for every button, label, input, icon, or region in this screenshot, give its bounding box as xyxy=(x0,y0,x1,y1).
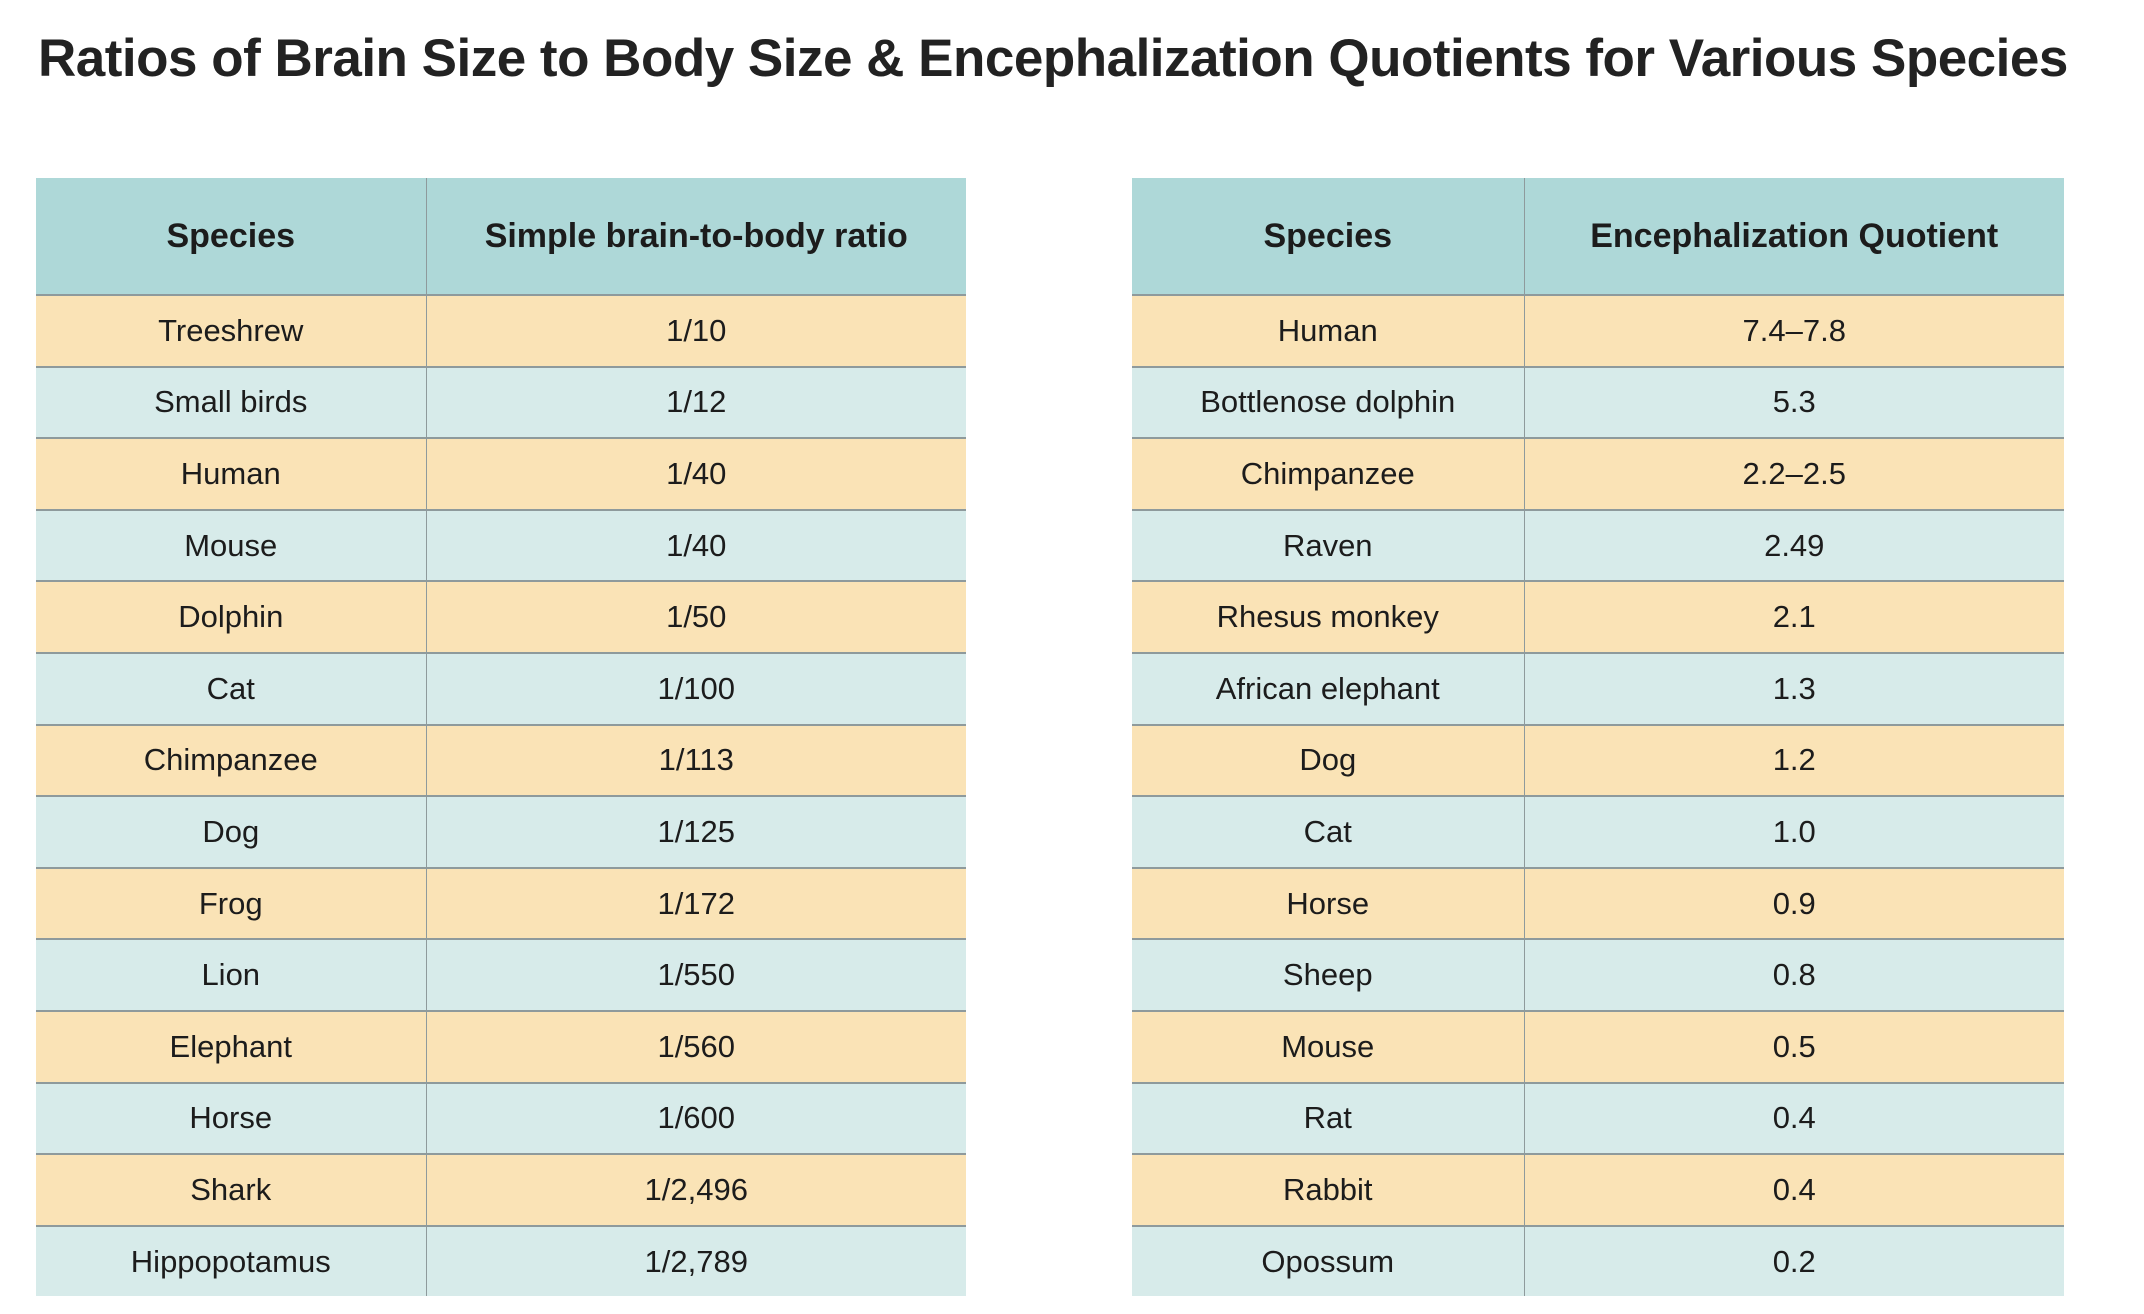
species-cell: Shark xyxy=(36,1153,426,1226)
ratio-cell: 1/2,789 xyxy=(425,1224,966,1297)
ratio-cell: 1/2,496 xyxy=(425,1153,966,1226)
species-cell: Rat xyxy=(1132,1081,1524,1155)
table-row: Horse 1/600 xyxy=(36,1081,966,1155)
brain-body-ratio-table: Species Simple brain-to-body ratio Trees… xyxy=(36,178,966,1297)
species-cell: Frog xyxy=(36,866,426,940)
ratio-cell: 1/560 xyxy=(425,1009,966,1083)
table-row: Dolphin 1/50 xyxy=(36,580,966,653)
column-header-eq: Encephalization Quotient xyxy=(1523,178,2064,295)
ratio-cell: 1/100 xyxy=(425,651,966,725)
table-row: Raven 2.49 xyxy=(1132,508,2064,582)
eq-cell: 7.4–7.8 xyxy=(1523,294,2064,367)
eq-cell: 0.9 xyxy=(1523,866,2064,940)
table-row: Rabbit 0.4 xyxy=(1132,1153,2064,1226)
table-row: Mouse 0.5 xyxy=(1132,1009,2064,1083)
species-cell: Treeshrew xyxy=(36,294,426,367)
species-cell: Dolphin xyxy=(36,580,426,653)
table-row: Frog 1/172 xyxy=(36,866,966,940)
eq-cell: 2.2–2.5 xyxy=(1523,437,2064,510)
ratio-cell: 1/12 xyxy=(425,365,966,439)
table-row: Human 1/40 xyxy=(36,437,966,510)
table-row: Opossum 0.2 xyxy=(1132,1224,2064,1297)
ratio-cell: 1/113 xyxy=(425,723,966,797)
eq-cell: 1.2 xyxy=(1523,723,2064,797)
species-cell: Opossum xyxy=(1132,1224,1524,1297)
table-row: Elephant 1/560 xyxy=(36,1009,966,1083)
species-cell: Rabbit xyxy=(1132,1153,1524,1226)
table-row: Mouse 1/40 xyxy=(36,508,966,582)
table-row: Shark 1/2,496 xyxy=(36,1153,966,1226)
table-row: Treeshrew 1/10 xyxy=(36,294,966,367)
table-row: Chimpanzee 1/113 xyxy=(36,723,966,797)
table-row: Sheep 0.8 xyxy=(1132,938,2064,1011)
table-row: Rhesus monkey 2.1 xyxy=(1132,580,2064,653)
species-cell: Horse xyxy=(36,1081,426,1155)
ratio-cell: 1/40 xyxy=(425,437,966,510)
table-row: Cat 1.0 xyxy=(1132,795,2064,868)
column-header-species: Species xyxy=(36,178,426,295)
ratio-cell: 1/550 xyxy=(425,938,966,1011)
ratio-cell: 1/40 xyxy=(425,508,966,582)
eq-cell: 2.49 xyxy=(1523,508,2064,582)
table-row: Dog 1.2 xyxy=(1132,723,2064,797)
species-cell: Lion xyxy=(36,938,426,1011)
species-cell: Cat xyxy=(36,651,426,725)
table-header-row: Species Encephalization Quotient xyxy=(1132,178,2064,295)
ratio-cell: 1/600 xyxy=(425,1081,966,1155)
ratio-cell: 1/125 xyxy=(425,795,966,868)
table-row: African elephant 1.3 xyxy=(1132,651,2064,725)
eq-cell: 0.2 xyxy=(1523,1224,2064,1297)
eq-cell: 0.4 xyxy=(1523,1153,2064,1226)
table-row: Hippopotamus 1/2,789 xyxy=(36,1224,966,1297)
species-cell: Mouse xyxy=(36,508,426,582)
species-cell: Chimpanzee xyxy=(1132,437,1524,510)
table-row: Cat 1/100 xyxy=(36,651,966,725)
eq-cell: 5.3 xyxy=(1523,365,2064,439)
table-row: Chimpanzee 2.2–2.5 xyxy=(1132,437,2064,510)
ratio-cell: 1/172 xyxy=(425,866,966,940)
table-row: Human 7.4–7.8 xyxy=(1132,294,2064,367)
table-row: Bottlenose dolphin 5.3 xyxy=(1132,365,2064,439)
species-cell: Elephant xyxy=(36,1009,426,1083)
table-row: Dog 1/125 xyxy=(36,795,966,868)
eq-cell: 1.3 xyxy=(1523,651,2064,725)
species-cell: Chimpanzee xyxy=(36,723,426,797)
table-row: Small birds 1/12 xyxy=(36,365,966,439)
eq-cell: 1.0 xyxy=(1523,795,2064,868)
species-cell: Cat xyxy=(1132,795,1524,868)
species-cell: Human xyxy=(1132,294,1524,367)
species-cell: Human xyxy=(36,437,426,510)
column-header-species: Species xyxy=(1132,178,1524,295)
eq-cell: 0.5 xyxy=(1523,1009,2064,1083)
species-cell: Rhesus monkey xyxy=(1132,580,1524,653)
species-cell: Horse xyxy=(1132,866,1524,940)
table-row: Horse 0.9 xyxy=(1132,866,2064,940)
species-cell: Dog xyxy=(1132,723,1524,797)
species-cell: Dog xyxy=(36,795,426,868)
species-cell: Sheep xyxy=(1132,938,1524,1011)
page-title: Ratios of Brain Size to Body Size & Ence… xyxy=(38,29,2068,88)
table-row: Lion 1/550 xyxy=(36,938,966,1011)
encephalization-quotient-table: Species Encephalization Quotient Human 7.… xyxy=(1132,178,2064,1297)
table-row: Rat 0.4 xyxy=(1132,1081,2064,1155)
eq-cell: 2.1 xyxy=(1523,580,2064,653)
species-cell: Bottlenose dolphin xyxy=(1132,365,1524,439)
species-cell: Raven xyxy=(1132,508,1524,582)
eq-cell: 0.8 xyxy=(1523,938,2064,1011)
species-cell: African elephant xyxy=(1132,651,1524,725)
column-header-ratio: Simple brain-to-body ratio xyxy=(425,178,966,295)
table-header-row: Species Simple brain-to-body ratio xyxy=(36,178,966,295)
species-cell: Small birds xyxy=(36,365,426,439)
ratio-cell: 1/50 xyxy=(425,580,966,653)
eq-cell: 0.4 xyxy=(1523,1081,2064,1155)
species-cell: Mouse xyxy=(1132,1009,1524,1083)
ratio-cell: 1/10 xyxy=(425,294,966,367)
species-cell: Hippopotamus xyxy=(36,1224,426,1297)
